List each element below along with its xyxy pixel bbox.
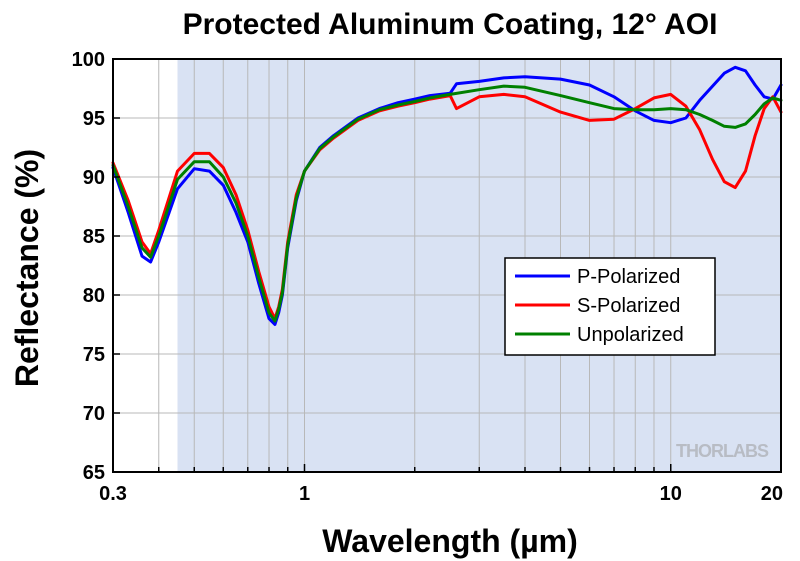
y-tick-label: 95 — [83, 108, 105, 130]
x-tick-label: 20 — [761, 483, 783, 505]
y-axis-label: Reflectance (%) — [9, 149, 45, 387]
legend-label: Unpolarized — [577, 324, 684, 346]
legend-label: S-Polarized — [577, 295, 680, 317]
x-tick-label: 1 — [299, 483, 310, 505]
y-tick-label: 75 — [83, 344, 105, 366]
legend-item-p-polarized: P-Polarized — [515, 266, 680, 288]
legend-item-unpolarized: Unpolarized — [515, 324, 684, 346]
series-lines — [111, 65, 783, 326]
x-axis-label: Wavelength (µm) — [322, 523, 577, 559]
legend-item-s-polarized: S-Polarized — [515, 295, 680, 317]
thorlabs-watermark: THORLABS — [676, 441, 769, 461]
x-tick-label: 10 — [660, 483, 682, 505]
y-tick-label: 90 — [83, 167, 105, 189]
y-tick-label: 85 — [83, 226, 105, 248]
x-tick-label: 0.3 — [99, 483, 127, 505]
chart-title: Protected Aluminum Coating, 12° AOI — [183, 8, 718, 41]
series-line-p-polarized — [111, 65, 783, 326]
series-line-unpolarized — [111, 84, 783, 323]
axis-ticks — [112, 58, 672, 473]
y-tick-label: 100 — [72, 49, 105, 71]
y-tick-label: 80 — [83, 285, 105, 307]
legend-label: P-Polarized — [577, 266, 680, 288]
y-tick-label: 65 — [83, 462, 105, 484]
plot-frame — [112, 58, 782, 473]
legend: P-Polarized S-Polarized Unpolarized — [504, 257, 716, 356]
y-tick-label: 70 — [83, 403, 105, 425]
x-tick-labels: 0.3 1 10 20 — [99, 483, 783, 505]
y-tick-labels: 65 70 75 80 85 90 95 100 — [72, 49, 105, 484]
